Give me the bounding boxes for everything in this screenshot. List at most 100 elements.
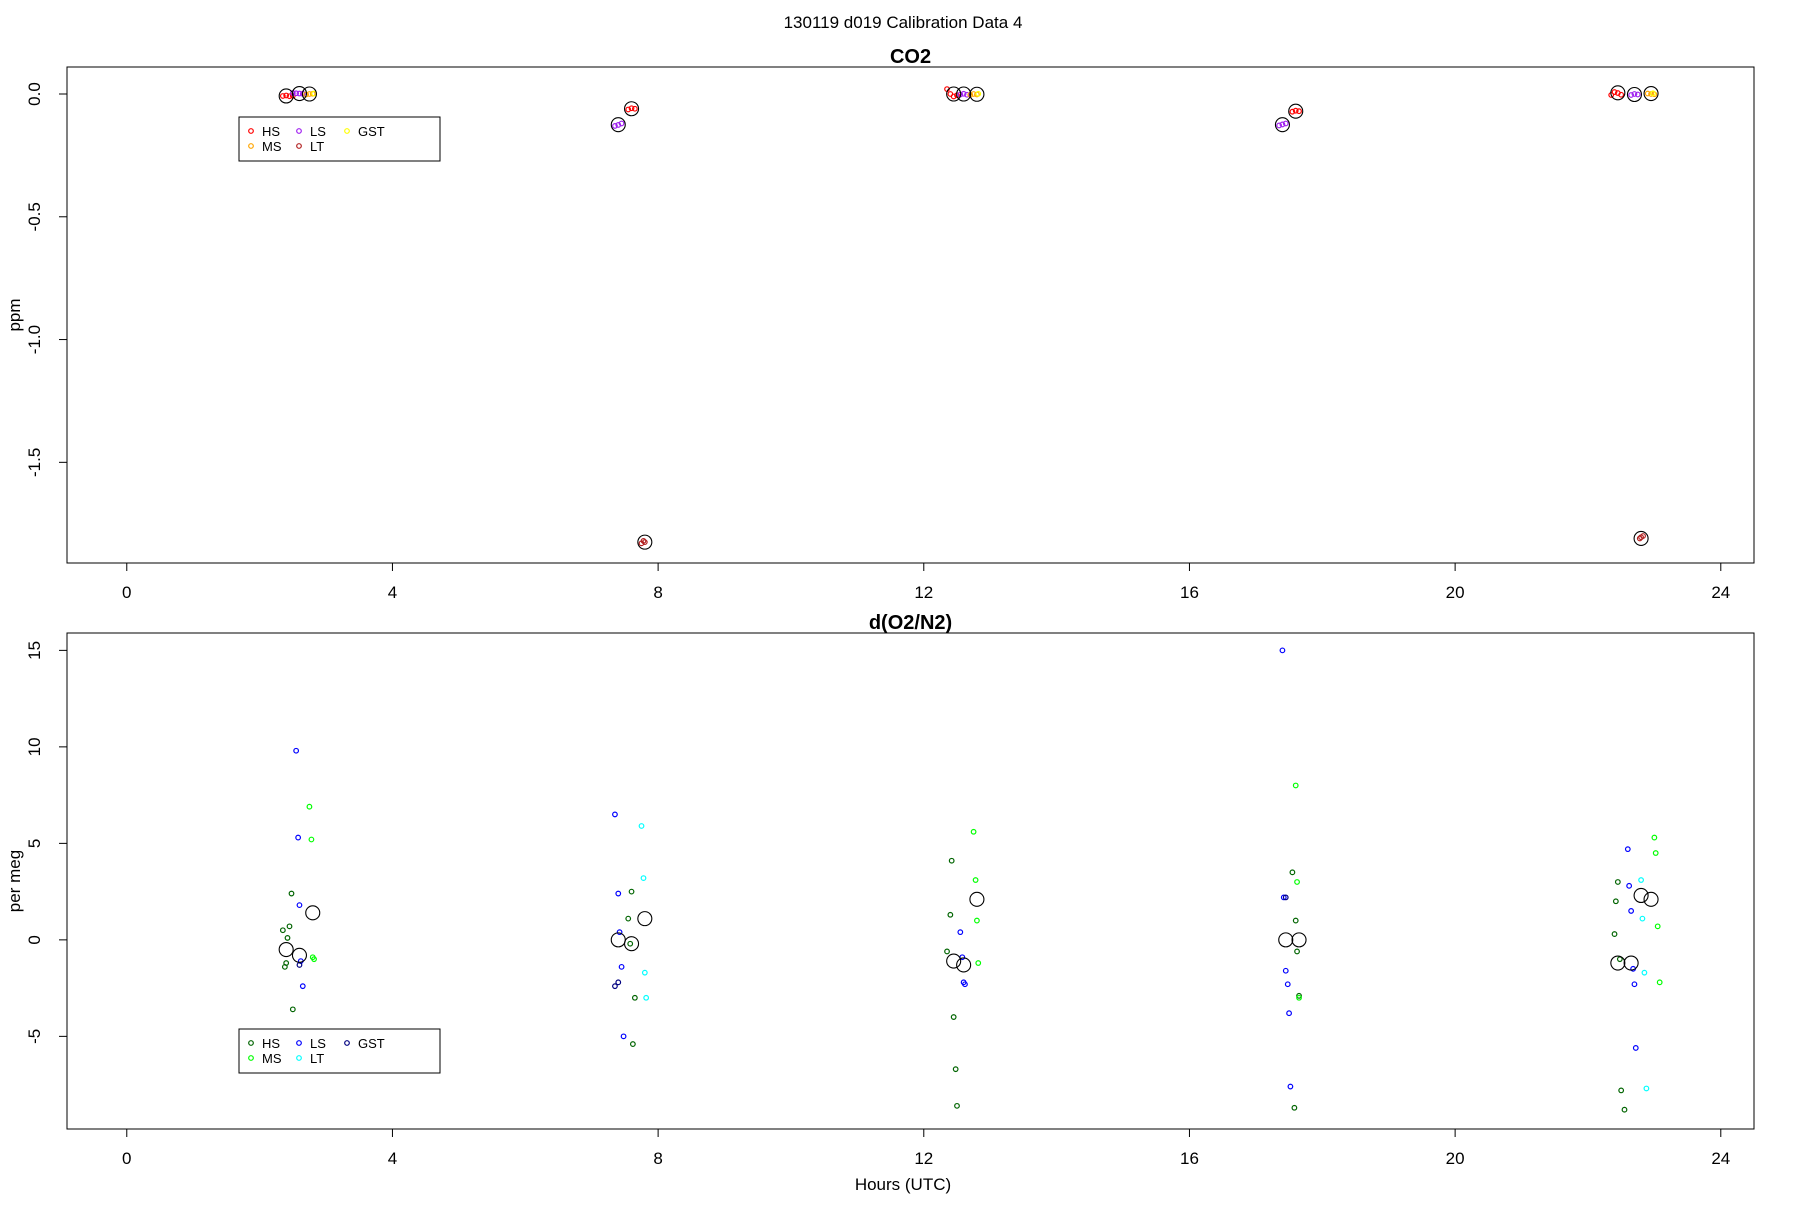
data-point — [962, 981, 968, 988]
data-point — [1638, 877, 1644, 883]
data-point — [1276, 122, 1283, 129]
data-point — [299, 983, 306, 990]
data-point — [1292, 917, 1299, 924]
data-point — [1282, 967, 1289, 974]
data-point — [284, 935, 291, 941]
y-tick-label: 10 — [25, 737, 44, 756]
x-tick-label: 24 — [1711, 583, 1730, 602]
data-point — [629, 1041, 636, 1047]
data-point — [612, 983, 618, 990]
mean-point — [1610, 955, 1626, 971]
series-gst — [311, 90, 1656, 97]
data-point — [631, 105, 638, 112]
mean-point — [637, 534, 653, 550]
legend-label: MS — [262, 139, 282, 154]
data-point — [628, 105, 635, 112]
data-point — [975, 960, 982, 966]
data-point — [641, 969, 648, 976]
data-point — [1294, 948, 1300, 955]
data-point — [295, 834, 302, 841]
data-point — [960, 90, 967, 97]
mean-point — [1288, 103, 1304, 119]
data-point — [612, 811, 618, 818]
data-point — [1286, 1010, 1292, 1017]
data-point — [1294, 879, 1300, 885]
data-point — [293, 90, 300, 97]
data-point — [296, 902, 303, 909]
mean-point — [1643, 891, 1659, 907]
data-point — [638, 823, 645, 829]
data-point — [964, 91, 970, 98]
mean-markers — [278, 887, 1659, 973]
mean-point — [1626, 86, 1642, 103]
series-ms — [306, 782, 1663, 1001]
data-point — [1292, 107, 1299, 114]
data-point — [970, 828, 977, 835]
data-point — [1631, 981, 1638, 988]
x-tick-label: 0 — [122, 1149, 131, 1168]
mean-point — [301, 86, 317, 102]
data-point — [1289, 108, 1296, 115]
data-point — [950, 1014, 957, 1020]
data-point — [1641, 969, 1648, 976]
legend-label: GST — [358, 124, 385, 139]
y-tick-label: 0.0 — [25, 82, 44, 106]
data-point — [279, 93, 286, 99]
x-tick-label: 12 — [914, 1149, 933, 1168]
legend-label: LS — [310, 124, 326, 139]
data-point — [1279, 121, 1286, 128]
data-point — [615, 890, 622, 897]
legend-label: GST — [358, 1036, 385, 1051]
data-point — [306, 803, 313, 810]
data-point — [1296, 108, 1302, 115]
mean-point — [956, 86, 972, 102]
legend-marker — [296, 143, 302, 149]
series-gst — [296, 894, 1289, 990]
y-tick-label: -1.0 — [25, 325, 44, 354]
data-point — [1639, 915, 1646, 922]
data-point — [286, 923, 293, 930]
data-point — [618, 120, 625, 127]
mean-point — [623, 101, 640, 117]
mean-point — [1623, 955, 1639, 971]
legend-marker — [296, 1055, 302, 1061]
data-point — [1650, 90, 1656, 97]
data-point — [1652, 850, 1659, 856]
data-point — [972, 877, 979, 883]
figure-title: 130119 d019 Calibration Data 4 — [784, 13, 1023, 32]
data-point — [1611, 931, 1618, 937]
x-tick-label: 20 — [1446, 583, 1465, 602]
x-tick-label: 16 — [1180, 1149, 1199, 1168]
data-point — [618, 963, 625, 970]
data-point — [1282, 120, 1289, 127]
x-tick-label: 4 — [388, 583, 397, 602]
data-point — [1626, 882, 1633, 889]
y-axis-label: per meg — [5, 850, 24, 912]
data-point — [296, 90, 303, 97]
y-tick-label: -0.5 — [25, 202, 44, 231]
legend-marker — [248, 1040, 254, 1046]
data-point — [1654, 923, 1661, 930]
x-tick-label: 0 — [122, 583, 131, 602]
y-tick-label: 5 — [25, 839, 44, 848]
mean-point — [1610, 85, 1626, 101]
series-lt — [638, 533, 1646, 547]
legend-label: LT — [310, 139, 324, 154]
data-point — [1296, 992, 1302, 999]
data-point — [948, 857, 955, 864]
mean-point — [291, 947, 308, 963]
data-point — [974, 917, 980, 924]
data-point — [950, 93, 957, 100]
data-point — [1282, 894, 1289, 901]
mean-point — [637, 911, 653, 927]
legend-label: HS — [262, 1036, 280, 1051]
legend-marker — [248, 143, 254, 149]
x-tick-label: 20 — [1446, 1149, 1465, 1168]
x-tick-label: 24 — [1711, 1149, 1730, 1168]
data-point — [1624, 846, 1631, 853]
mean-point — [1274, 117, 1290, 133]
data-point — [975, 90, 982, 97]
